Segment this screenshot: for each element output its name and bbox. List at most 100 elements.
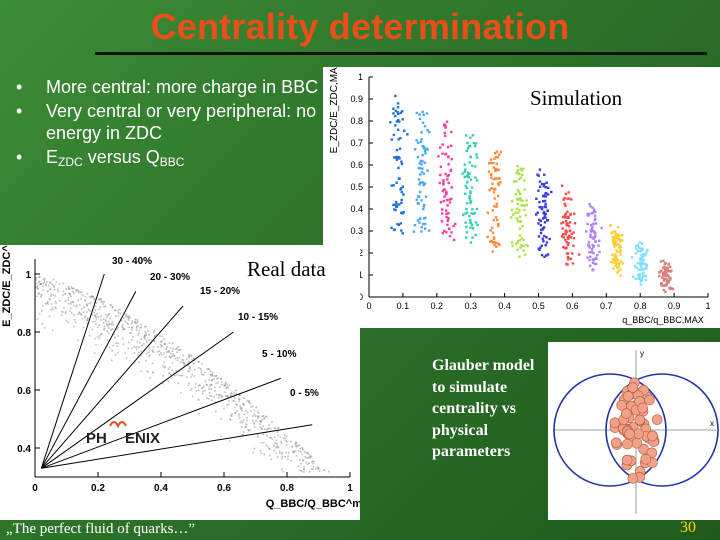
sim-point — [462, 213, 465, 216]
real-point — [63, 306, 65, 309]
sim-point — [538, 185, 542, 189]
real-point — [116, 345, 119, 347]
sim-point — [396, 111, 399, 114]
sim-point — [472, 212, 475, 215]
real-point — [177, 382, 179, 385]
real-point — [318, 470, 321, 472]
sim-point — [470, 164, 474, 167]
sim-point — [617, 269, 620, 273]
real-point — [136, 322, 139, 324]
nucleon — [622, 438, 633, 450]
sim-point — [490, 176, 493, 180]
real-point — [46, 301, 49, 303]
real-point — [253, 423, 255, 425]
real-point — [316, 466, 319, 468]
real-point — [242, 434, 244, 436]
real-point — [271, 438, 274, 441]
real-point — [175, 373, 178, 376]
sim-point — [468, 161, 471, 164]
glauber-x-label: x — [710, 419, 714, 428]
sim-point — [520, 204, 523, 207]
sim-point — [540, 207, 544, 211]
centrality-cut-lines — [40, 273, 313, 469]
sim-point — [473, 211, 477, 215]
real-point — [161, 344, 163, 347]
real-point — [287, 455, 290, 458]
real-point — [243, 397, 245, 399]
sim-point — [423, 149, 427, 152]
real-point — [73, 325, 75, 328]
sim-point — [544, 205, 547, 209]
real-point — [137, 361, 140, 363]
sim-x-tick-label: 0.3 — [464, 301, 477, 311]
real-point — [257, 436, 259, 438]
real-point — [260, 441, 263, 444]
real-point — [173, 355, 176, 357]
real-point — [185, 358, 188, 360]
sim-point — [543, 215, 546, 219]
real-point — [310, 468, 313, 471]
sim-point — [487, 170, 491, 173]
real-data-label: Real data — [243, 257, 330, 282]
sim-point — [490, 187, 493, 190]
real-point — [54, 295, 57, 297]
sim-y-axis-title: E_ZDC/E_ZDC,MAX — [329, 67, 340, 153]
sim-point — [668, 269, 671, 273]
sim-point — [564, 233, 567, 236]
real-point — [65, 288, 68, 291]
participant-nucleons — [609, 377, 663, 484]
sim-point — [515, 171, 519, 174]
real-point — [163, 352, 165, 354]
real-point — [187, 384, 190, 387]
real-point — [127, 323, 129, 326]
sim-point — [417, 178, 421, 181]
sim-point — [566, 222, 569, 225]
sim-point — [401, 118, 404, 121]
real-point — [250, 406, 252, 408]
real-point — [256, 417, 259, 420]
real-point — [262, 433, 265, 435]
real-point — [243, 404, 245, 407]
real-point — [303, 468, 305, 471]
real-point — [89, 310, 92, 312]
sim-point — [616, 236, 619, 240]
real-point — [96, 335, 99, 338]
sim-point — [389, 121, 392, 124]
real-point — [134, 320, 137, 323]
real-point — [307, 463, 309, 466]
sim-point — [566, 210, 569, 213]
sim-point — [419, 140, 423, 144]
real-point — [311, 460, 313, 463]
sim-point — [420, 199, 423, 202]
real-point — [273, 449, 276, 452]
real-point — [117, 311, 120, 314]
sim-point — [594, 240, 597, 243]
sim-point — [523, 179, 526, 182]
real-point — [302, 471, 305, 473]
sim-point — [615, 259, 618, 263]
sim-point — [592, 229, 595, 233]
real-point — [108, 346, 111, 349]
real-point — [122, 317, 125, 319]
real-point — [70, 312, 73, 314]
real-point — [209, 394, 211, 397]
real-point — [168, 351, 170, 353]
centrality-cut-line — [41, 424, 313, 469]
sim-point — [589, 250, 593, 254]
real-y-tick-label: 0.8 — [17, 328, 31, 339]
real-data-scatter — [35, 276, 330, 473]
real-point — [270, 458, 273, 461]
sim-point — [518, 177, 521, 181]
sim-point — [464, 212, 467, 215]
sim-point — [538, 218, 541, 222]
real-point — [108, 313, 110, 315]
sim-point — [464, 221, 467, 224]
sim-point — [616, 250, 619, 254]
real-point — [127, 341, 130, 344]
real-point — [208, 392, 211, 394]
real-point — [119, 312, 122, 315]
sim-point — [519, 246, 522, 249]
sim-point — [597, 244, 600, 247]
real-point — [274, 442, 277, 444]
sim-point — [394, 208, 397, 212]
